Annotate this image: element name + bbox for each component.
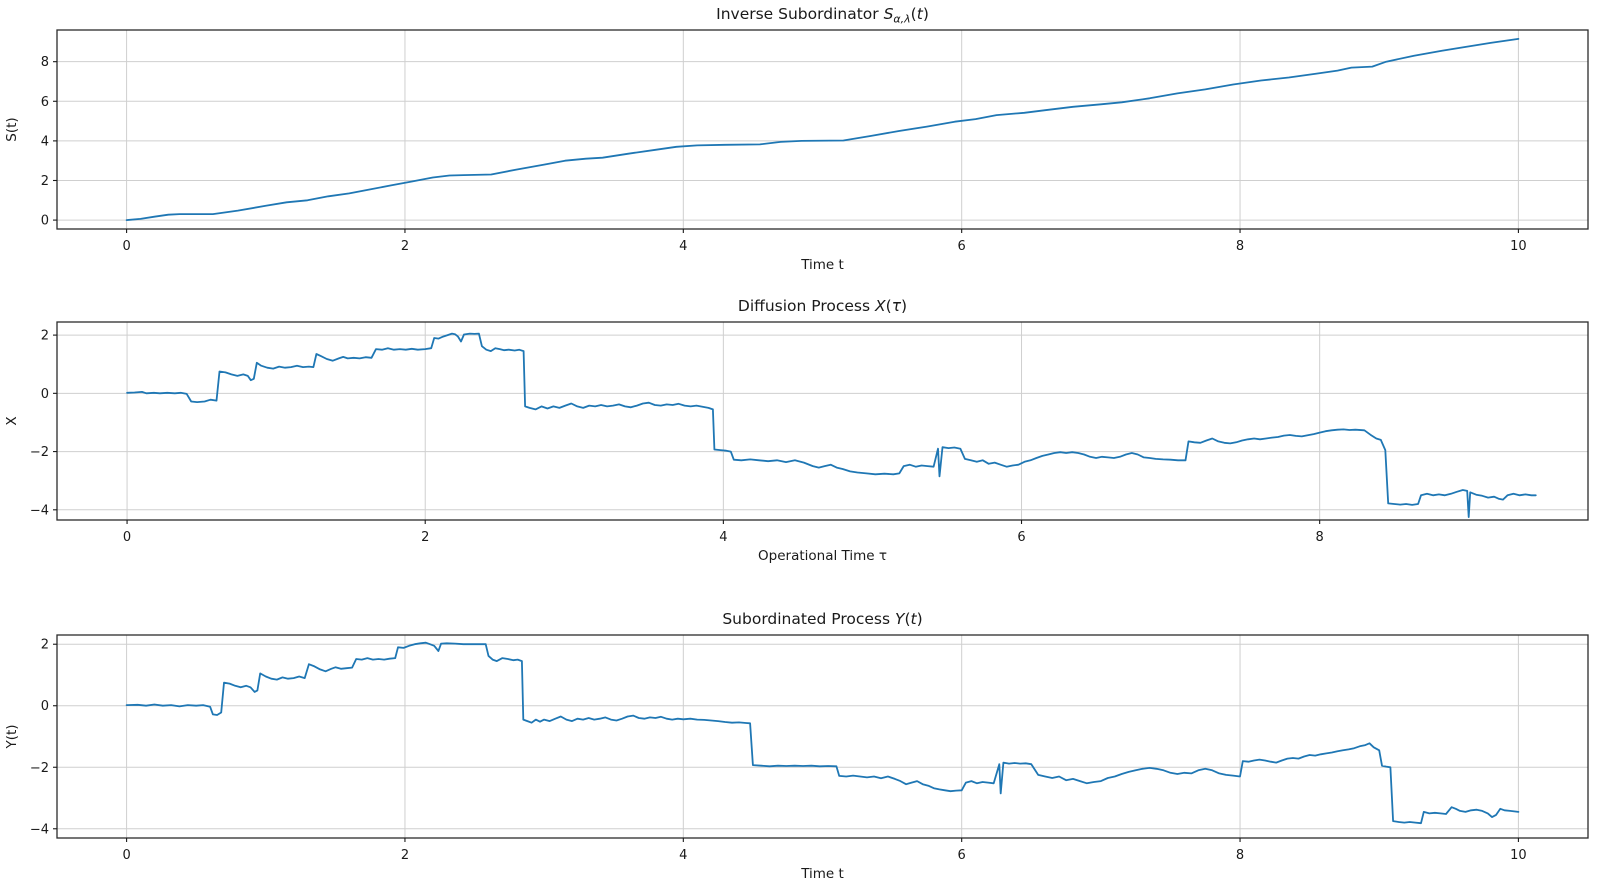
y-tick-label: −2 — [30, 761, 49, 776]
title-segment: ) — [917, 610, 923, 628]
title-segment: ( — [886, 297, 892, 315]
x-tick-label: 2 — [401, 239, 409, 254]
x-tick-label: 8 — [1236, 239, 1244, 254]
title-segment: Inverse Subordinator — [716, 5, 883, 23]
x-tick-label: 10 — [1510, 239, 1527, 254]
y-tick-label: 2 — [41, 638, 49, 653]
title-segment: t — [911, 610, 918, 628]
title-segment: Y — [895, 610, 906, 628]
x-tick-label: 2 — [421, 530, 429, 545]
title-segment: τ — [892, 297, 902, 315]
y-tick-label: 0 — [41, 699, 49, 714]
y-tick-label: 8 — [41, 55, 49, 70]
axes-spines — [56, 321, 1589, 521]
y-axis-label: Y(t) — [4, 724, 20, 749]
title-segment: α,λ — [893, 13, 910, 26]
series-line-1 — [125, 38, 1520, 221]
x-tick-label: 6 — [1017, 530, 1025, 545]
y-tick-label: −4 — [30, 503, 49, 518]
axes-spines — [56, 29, 1589, 230]
x-axis-label: Time t — [800, 257, 844, 273]
series-line-3 — [125, 641, 1520, 825]
y-tick-label: 6 — [41, 95, 49, 110]
title-segment: Subordinated Process — [722, 610, 895, 628]
series-line-2 — [126, 332, 1537, 518]
title-segment: ) — [923, 5, 929, 23]
y-tick-label: 0 — [41, 214, 49, 229]
x-tick-label: 0 — [122, 848, 130, 863]
title-segment: S — [884, 5, 894, 23]
y-tick-label: 2 — [41, 174, 49, 189]
y-tick-label: −4 — [30, 822, 49, 837]
x-tick-label: 10 — [1510, 848, 1527, 863]
chart-title: Subordinated Process Y(t) — [722, 610, 922, 628]
y-tick-label: −2 — [30, 445, 49, 460]
x-tick-label: 4 — [679, 239, 687, 254]
title-segment: ) — [901, 297, 907, 315]
x-axis-label: Time t — [800, 866, 844, 882]
x-axis-label: Operational Time τ — [758, 548, 887, 564]
x-tick-label: 8 — [1236, 848, 1244, 863]
y-axis-label: X — [4, 416, 20, 425]
x-tick-label: 6 — [958, 239, 966, 254]
x-tick-label: 6 — [958, 848, 966, 863]
y-tick-label: 0 — [41, 387, 49, 402]
axes-spines — [56, 634, 1589, 839]
y-tick-label: 4 — [41, 134, 49, 149]
x-tick-label: 4 — [679, 848, 687, 863]
x-tick-label: 4 — [719, 530, 727, 545]
y-tick-label: 2 — [41, 329, 49, 344]
x-tick-label: 0 — [123, 530, 131, 545]
title-segment: ( — [904, 610, 910, 628]
x-tick-label: 8 — [1316, 530, 1324, 545]
y-axis-label: S(t) — [4, 117, 20, 141]
title-segment: ( — [911, 5, 917, 23]
title-segment: t — [917, 5, 924, 23]
chart-title: Diffusion Process X(τ) — [738, 297, 907, 315]
chart-title: Inverse Subordinator Sα,λ(t) — [716, 5, 929, 26]
x-tick-label: 2 — [401, 848, 409, 863]
x-tick-label: 0 — [122, 239, 130, 254]
title-segment: Diffusion Process — [738, 297, 875, 315]
title-segment: X — [874, 297, 886, 315]
